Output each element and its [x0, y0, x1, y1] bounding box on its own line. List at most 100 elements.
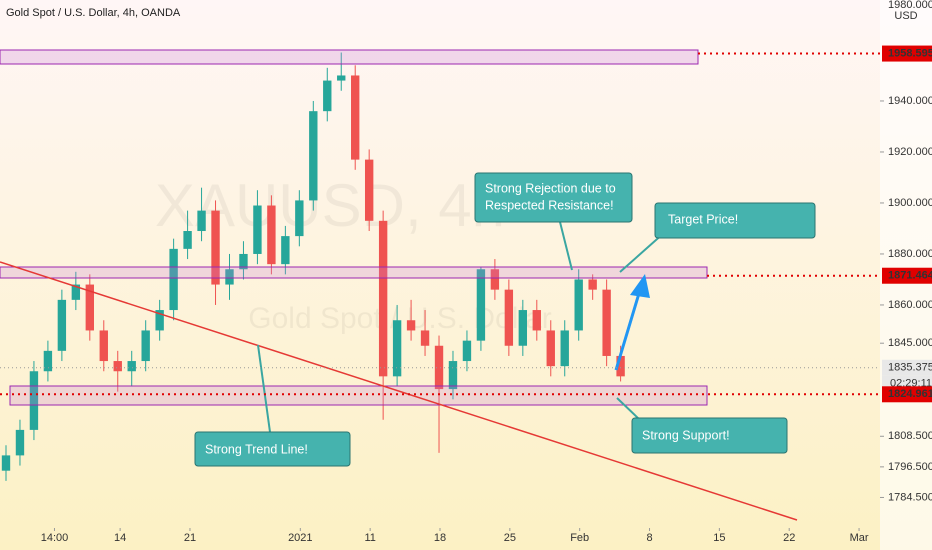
price-label-box: [882, 359, 932, 376]
candle-body: [420, 330, 430, 346]
candle-body: [57, 299, 67, 351]
price-label-box: [882, 45, 932, 62]
price-label: 1835.375: [888, 362, 932, 374]
price-label-box: [882, 386, 932, 403]
x-tick-label: 21: [184, 532, 196, 544]
candle-body: [462, 340, 472, 362]
callout: [474, 172, 633, 223]
candle-body: [546, 330, 555, 367]
y-tick-label: 1860.000: [888, 299, 932, 311]
candle-body: [1, 455, 11, 471]
candle-body: [378, 220, 388, 377]
zones: [0, 49, 708, 406]
candle-body: [406, 320, 416, 331]
arrow-head: [630, 274, 650, 298]
callout-text: Respected Resistance!: [485, 198, 614, 212]
callout-text: Strong Support!: [642, 428, 730, 442]
candle-body: [197, 210, 206, 232]
callout-pointer: [257, 344, 271, 433]
y-tick-label: 1940.000: [888, 95, 932, 107]
x-tick-label: Feb: [570, 532, 589, 544]
candle-body: [337, 75, 346, 81]
candle-body: [281, 236, 290, 265]
trend-line: [0, 261, 798, 521]
x-tick-label: 22: [783, 532, 795, 544]
candle-body: [85, 284, 94, 331]
candle-body: [253, 205, 262, 254]
candle-body: [211, 210, 220, 285]
candle-body: [113, 361, 122, 372]
candle-body: [267, 205, 276, 265]
candle-body: [560, 330, 569, 367]
candle-body: [295, 200, 304, 237]
x-tick-label: 14: [114, 532, 126, 544]
candle-body: [448, 361, 458, 390]
candle-body: [15, 429, 25, 456]
candle-body: [155, 310, 164, 331]
x-tick-label: 25: [504, 532, 516, 544]
currency-label: USD: [894, 10, 917, 22]
resistance-zone: [0, 266, 708, 279]
y-tick-label: 1808.500: [888, 430, 932, 442]
candle-body: [43, 350, 53, 372]
target-arrow: [614, 274, 650, 371]
candle-body: [71, 284, 81, 300]
y-tick-label: 1880.000: [888, 248, 932, 260]
candle-body: [518, 310, 528, 346]
candle-body: [616, 355, 625, 377]
chart-title: Gold Spot / U.S. Dollar, 4h, OANDA: [6, 7, 181, 19]
arrow-shaft: [614, 289, 642, 371]
candle-body: [29, 371, 39, 430]
candle-body: [490, 269, 500, 290]
callout-pointer: [619, 231, 666, 273]
price-label: 1824.961: [888, 388, 932, 400]
candle-body: [169, 248, 178, 311]
price-label-box: [882, 267, 932, 284]
candle-body: [434, 345, 444, 390]
y-tick-label: 1980.000: [888, 0, 932, 11]
candle-body: [183, 231, 192, 249]
x-tick-label: 15: [713, 532, 725, 544]
y-tick-label: 1796.500: [888, 461, 932, 473]
candle-body: [99, 330, 108, 362]
watermark: XAUUSD, 4h: [155, 172, 505, 239]
support-zone: [9, 385, 708, 406]
candle-body: [588, 279, 597, 290]
candle-body: [141, 330, 150, 362]
callout-text: Strong Trend Line!: [205, 442, 308, 456]
callout-text: Strong Rejection due to: [485, 181, 616, 195]
candle-body: [532, 310, 541, 331]
x-tick-label: Mar: [850, 532, 869, 544]
callout: [654, 202, 816, 239]
candle-body: [602, 289, 611, 356]
callouts: Strong Rejection due to Respected Resist…: [194, 172, 816, 467]
candle-body: [476, 269, 486, 341]
candle-body: [574, 279, 583, 331]
candle-body: [323, 80, 332, 112]
price-label: 1958.595: [888, 47, 932, 59]
candle-body: [225, 269, 234, 285]
x-tick-label: 8: [646, 532, 652, 544]
candle-body: [309, 111, 318, 201]
callout-text: Target Price!: [668, 212, 738, 226]
candle-body: [127, 361, 136, 372]
y-tick-label: 1900.000: [888, 197, 932, 209]
y-tick-label: 1920.000: [888, 146, 932, 158]
x-tick-label: 11: [364, 532, 375, 544]
resistance-zone: [0, 49, 699, 65]
y-tick-label: 1784.500: [888, 491, 932, 503]
x-tick-label: 18: [434, 532, 446, 544]
plot-area: [1, 52, 625, 481]
callout-pointer: [559, 221, 573, 271]
callout: [194, 431, 351, 467]
callout: [631, 417, 788, 454]
candle-body: [392, 320, 402, 377]
y-tick-label: 1845.000: [888, 337, 932, 349]
price-label: 1871.464: [888, 270, 932, 282]
candle-body: [364, 159, 374, 221]
candle-body: [239, 253, 248, 270]
candle-body: [504, 289, 514, 346]
x-tick-label: 2021: [288, 532, 312, 544]
